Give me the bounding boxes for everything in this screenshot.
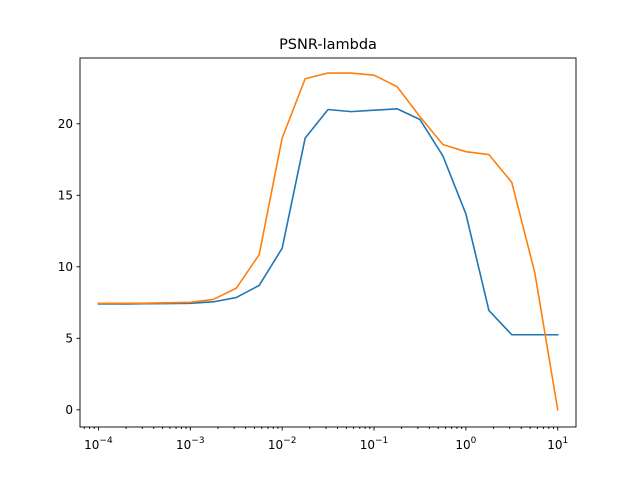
x-tick-label: 100 [455,436,476,452]
x-tick-label-exponent: −1 [375,436,388,446]
x-tick-label-base: 10 [176,438,191,452]
x-tick-label: 10−2 [268,436,297,452]
x-tick-label-base: 10 [547,438,562,452]
y-tick-label: 15 [58,189,73,203]
x-tick-label-exponent: −4 [99,436,113,446]
x-axis: 10−4 10−3 10−2 10−1 100 101 [83,427,568,452]
x-tick-label: 101 [547,436,568,452]
x-tick-label: 10−3 [176,436,205,452]
x-tick-label-exponent: 1 [563,436,569,446]
x-tick-label-exponent: −3 [191,436,204,446]
chart-title: PSNR-lambda [279,37,377,53]
y-tick-label: 5 [65,332,73,346]
x-tick-label-base: 10 [455,438,470,452]
y-tick-label: 20 [58,117,73,131]
series-layer [97,72,559,411]
series-line-2 [97,72,559,411]
plot-frame [79,57,577,428]
series-line-1 [97,107,559,336]
x-tick-label-base: 10 [84,438,99,452]
x-tick-label-exponent: 0 [471,436,477,446]
x-tick-label-base: 10 [360,438,375,452]
x-tick-label: 10−4 [84,436,113,452]
x-tick-label: 10−1 [360,436,389,452]
y-axis: 0 5 10 15 20 [58,117,80,417]
y-tick-label: 0 [65,403,73,417]
y-tick-label: 10 [58,260,73,274]
x-tick-label-exponent: −2 [283,436,296,446]
x-tick-label-base: 10 [268,438,283,452]
